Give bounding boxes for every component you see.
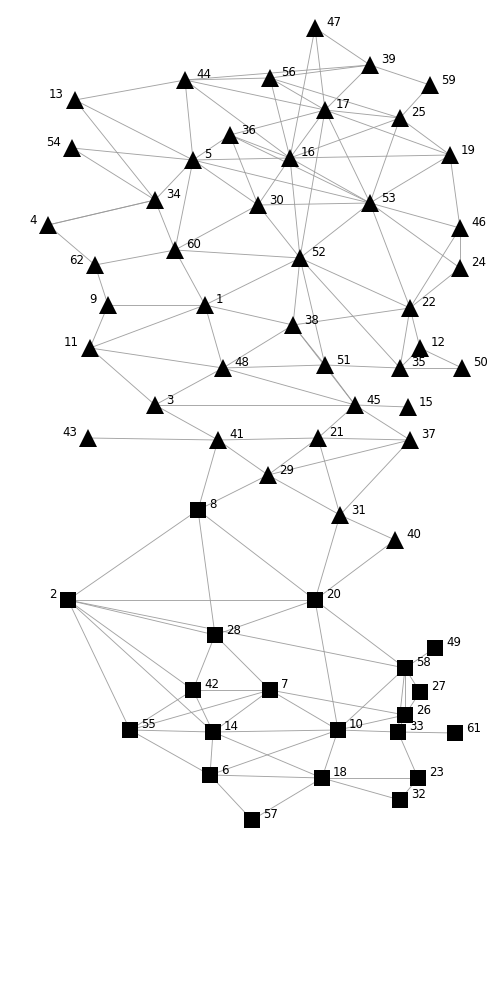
Text: 20: 20 [326, 588, 341, 601]
Text: 50: 50 [473, 357, 488, 369]
Text: 30: 30 [269, 194, 284, 207]
Text: 29: 29 [279, 464, 294, 477]
Text: 40: 40 [406, 528, 421, 542]
Text: 34: 34 [166, 188, 181, 202]
Text: 60: 60 [186, 238, 201, 251]
Text: 17: 17 [336, 99, 351, 111]
Text: 21: 21 [329, 426, 344, 439]
Text: 42: 42 [204, 678, 219, 692]
Text: 19: 19 [461, 143, 476, 156]
Text: 1: 1 [216, 293, 224, 306]
Text: 57: 57 [263, 808, 278, 821]
Text: 61: 61 [466, 722, 481, 734]
Text: 56: 56 [281, 66, 296, 80]
Text: 18: 18 [333, 766, 348, 780]
Text: 24: 24 [471, 256, 486, 269]
Text: 3: 3 [166, 393, 173, 406]
Text: 14: 14 [224, 720, 239, 734]
Text: 2: 2 [49, 588, 57, 601]
Text: 13: 13 [49, 89, 64, 102]
Text: 5: 5 [204, 148, 212, 161]
Text: 36: 36 [241, 123, 256, 136]
Text: 15: 15 [419, 395, 434, 408]
Text: 12: 12 [431, 336, 446, 350]
Text: 53: 53 [381, 192, 396, 205]
Text: 27: 27 [431, 680, 446, 694]
Text: 7: 7 [281, 678, 289, 692]
Text: 51: 51 [336, 354, 351, 366]
Text: 39: 39 [381, 53, 396, 66]
Text: 59: 59 [441, 74, 456, 87]
Text: 47: 47 [326, 16, 341, 29]
Text: 28: 28 [226, 624, 241, 637]
Text: 32: 32 [411, 788, 426, 802]
Text: 38: 38 [304, 314, 319, 326]
Text: 46: 46 [471, 217, 486, 230]
Text: 22: 22 [421, 296, 436, 310]
Text: 31: 31 [351, 504, 366, 516]
Text: 6: 6 [221, 764, 229, 776]
Text: 45: 45 [366, 393, 381, 406]
Text: 9: 9 [89, 293, 97, 306]
Text: 11: 11 [64, 336, 79, 350]
Text: 8: 8 [209, 498, 216, 512]
Text: 4: 4 [29, 214, 37, 227]
Text: 52: 52 [311, 246, 326, 259]
Text: 43: 43 [62, 426, 77, 439]
Text: 26: 26 [416, 704, 431, 716]
Text: 25: 25 [411, 106, 426, 119]
Text: 55: 55 [141, 718, 156, 732]
Text: 10: 10 [349, 718, 364, 732]
Text: 44: 44 [196, 68, 211, 82]
Text: 54: 54 [46, 136, 61, 149]
Text: 58: 58 [416, 657, 431, 670]
Text: 62: 62 [69, 253, 84, 266]
Text: 41: 41 [229, 428, 244, 441]
Text: 37: 37 [421, 428, 436, 441]
Text: 23: 23 [429, 766, 444, 780]
Text: 49: 49 [446, 637, 461, 650]
Text: 48: 48 [234, 357, 249, 369]
Text: 35: 35 [411, 357, 426, 369]
Text: 33: 33 [409, 720, 424, 734]
Text: 16: 16 [301, 146, 316, 159]
